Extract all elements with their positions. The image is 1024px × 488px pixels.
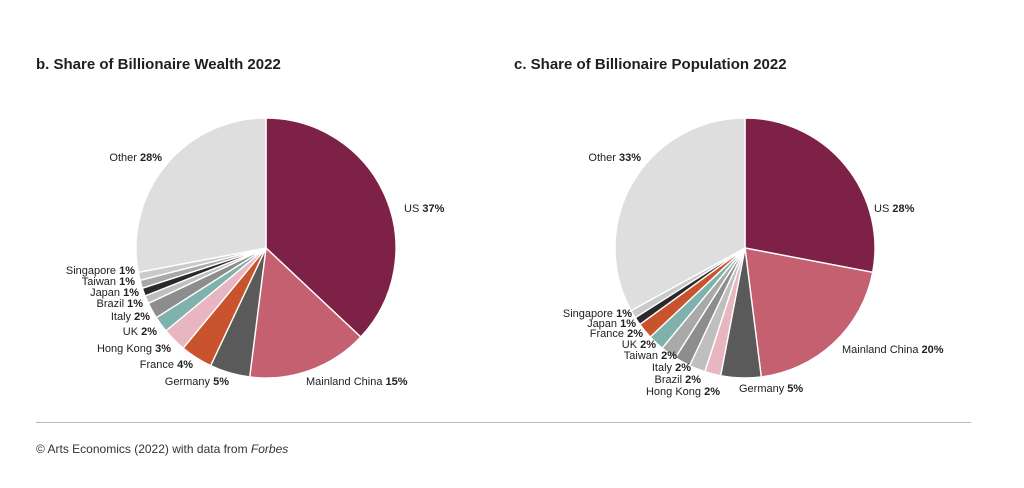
slice-label-name: Italy bbox=[111, 311, 134, 323]
slice-label-value: 1% bbox=[123, 287, 139, 299]
slice-label-name: UK bbox=[622, 339, 640, 351]
slice-label-other: Other 28% bbox=[109, 152, 162, 164]
slice-label-italy: Italy 2% bbox=[111, 311, 150, 323]
divider-line bbox=[36, 422, 971, 423]
slice-label-france: France 4% bbox=[140, 359, 193, 371]
slice-label-hong-kong: Hong Kong 2% bbox=[646, 386, 720, 398]
slice-label-value: 1% bbox=[119, 265, 135, 277]
slice-label-name: Singapore bbox=[563, 308, 616, 320]
slice-label-value: 2% bbox=[640, 339, 656, 351]
slice-label-value: 2% bbox=[134, 311, 150, 323]
slice-label-name: Brazil bbox=[97, 298, 128, 310]
slice-label-value: 37% bbox=[422, 203, 444, 215]
slice-label-name: Other bbox=[109, 152, 140, 164]
slice-label-value: 20% bbox=[922, 344, 944, 356]
slice-label-value: 2% bbox=[661, 350, 677, 362]
slice-label-value: 4% bbox=[177, 359, 193, 371]
slice-label-france: France 2% bbox=[590, 328, 643, 340]
slice-label-brazil: Brazil 2% bbox=[655, 374, 702, 386]
source-italic: Forbes bbox=[250, 442, 289, 456]
slice-label-mainland-china: Mainland China 15% bbox=[306, 376, 408, 388]
slice-label-value: 28% bbox=[892, 203, 914, 215]
chart-title-population: c. Share of Billionaire Population 2022 bbox=[514, 56, 787, 73]
source-text: © Arts Economics (2022) with data from bbox=[36, 442, 251, 456]
slice-label-value: 3% bbox=[155, 343, 171, 355]
slice-label-name: Hong Kong bbox=[97, 343, 155, 355]
pie-slice-other bbox=[614, 117, 746, 312]
slice-label-mainland-china: Mainland China 20% bbox=[842, 344, 944, 356]
slice-label-value: 1% bbox=[119, 276, 135, 288]
slice-label-name: Mainland China bbox=[306, 376, 386, 388]
slice-label-value: 5% bbox=[213, 376, 229, 388]
pie-slice-mainland-china bbox=[744, 247, 874, 378]
slice-label-taiwan: Taiwan 2% bbox=[624, 350, 677, 362]
slice-label-name: Singapore bbox=[66, 265, 119, 277]
slice-label-hong-kong: Hong Kong 3% bbox=[97, 343, 171, 355]
pie-slice-us bbox=[265, 117, 397, 338]
chart-title-wealth: b. Share of Billionaire Wealth 2022 bbox=[36, 56, 281, 73]
slice-label-uk: UK 2% bbox=[123, 326, 157, 338]
slice-label-name: Hong Kong bbox=[646, 386, 704, 398]
slice-label-name: Other bbox=[588, 152, 619, 164]
pie-slice-other bbox=[135, 117, 267, 274]
slice-label-us: US 37% bbox=[404, 203, 445, 215]
slice-label-name: Germany bbox=[165, 376, 213, 388]
slice-label-name: Japan bbox=[587, 318, 620, 330]
slice-label-name: France bbox=[590, 328, 627, 340]
slice-label-name: Brazil bbox=[655, 374, 686, 386]
slice-label-value: 2% bbox=[627, 328, 643, 340]
slice-label-name: US bbox=[874, 203, 892, 215]
slice-label-value: 1% bbox=[616, 308, 632, 320]
slice-label-uk: UK 2% bbox=[622, 339, 656, 351]
slice-label-name: Taiwan bbox=[624, 350, 661, 362]
slice-label-japan: Japan 1% bbox=[90, 287, 139, 299]
slice-label-value: 2% bbox=[141, 326, 157, 338]
slice-label-value: 1% bbox=[620, 318, 636, 330]
slice-label-us: US 28% bbox=[874, 203, 915, 215]
slice-label-value: 2% bbox=[675, 362, 691, 374]
slice-label-value: 33% bbox=[619, 152, 641, 164]
slice-label-singapore: Singapore 1% bbox=[563, 308, 632, 320]
slice-label-brazil: Brazil 1% bbox=[97, 298, 144, 310]
slice-label-value: 15% bbox=[386, 376, 408, 388]
slice-label-value: 1% bbox=[127, 298, 143, 310]
slice-label-value: 5% bbox=[787, 383, 803, 395]
slice-label-value: 28% bbox=[140, 152, 162, 164]
slice-label-name: US bbox=[404, 203, 422, 215]
pie-slice-mainland-china bbox=[249, 247, 362, 379]
slice-label-japan: Japan 1% bbox=[587, 318, 636, 330]
slice-label-name: Italy bbox=[652, 362, 675, 374]
slice-label-name: France bbox=[140, 359, 177, 371]
slice-label-name: Germany bbox=[739, 383, 787, 395]
slice-label-name: Japan bbox=[90, 287, 123, 299]
slice-label-value: 2% bbox=[685, 374, 701, 386]
slice-label-name: UK bbox=[123, 326, 141, 338]
slice-label-other: Other 33% bbox=[588, 152, 641, 164]
slice-label-value: 2% bbox=[704, 386, 720, 398]
slice-label-italy: Italy 2% bbox=[652, 362, 691, 374]
slice-label-germany: Germany 5% bbox=[739, 383, 803, 395]
slice-label-singapore: Singapore 1% bbox=[66, 265, 135, 277]
pie-slice-us bbox=[744, 117, 876, 274]
slice-label-name: Taiwan bbox=[82, 276, 119, 288]
slice-label-germany: Germany 5% bbox=[165, 376, 229, 388]
source-note: © Arts Economics (2022) with data from F… bbox=[36, 442, 288, 456]
slice-label-taiwan: Taiwan 1% bbox=[82, 276, 135, 288]
slice-label-name: Mainland China bbox=[842, 344, 922, 356]
